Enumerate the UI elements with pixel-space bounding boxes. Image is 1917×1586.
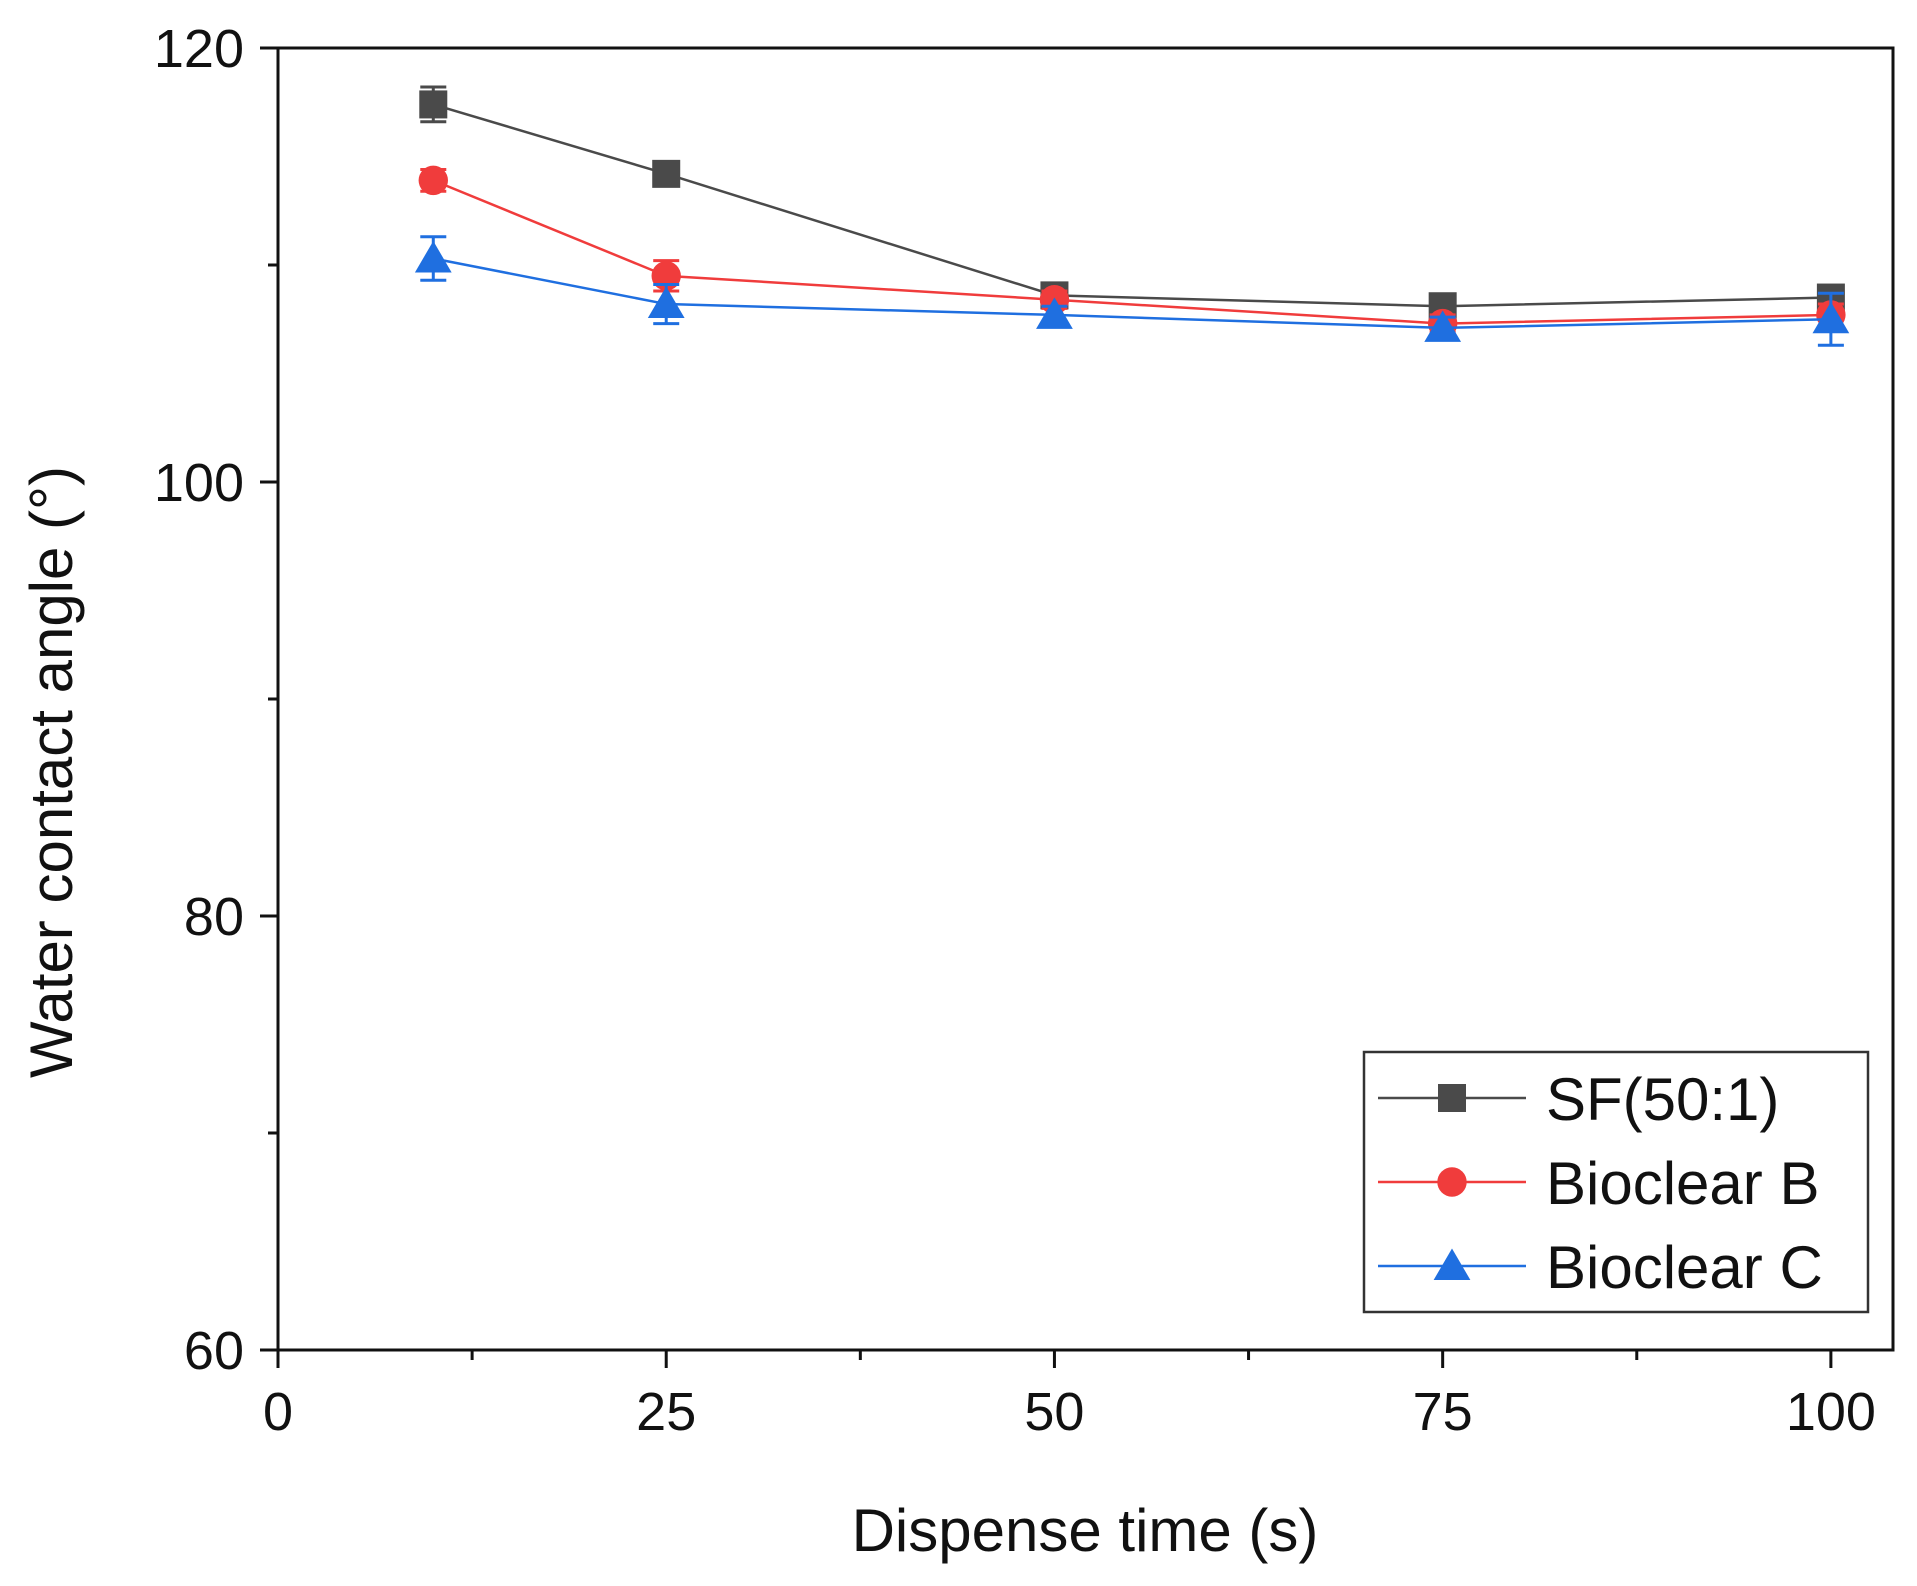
legend-entry: Bioclear B — [1378, 1150, 1819, 1217]
data-point — [1812, 301, 1850, 334]
legend: SF(50:1) Bioclear B Bioclear C — [1362, 1050, 1870, 1314]
series-line — [432, 103, 1831, 308]
x-tick-label: 100 — [1786, 1382, 1876, 1442]
legend-entry: Bioclear C — [1378, 1234, 1823, 1301]
x-tick-label: 50 — [1024, 1382, 1084, 1442]
data-point — [419, 90, 448, 119]
y-tick-label: 100 — [154, 453, 244, 513]
x-tick-label: 0 — [263, 1382, 293, 1442]
legend-marker — [1437, 1167, 1467, 1197]
legend-label: Bioclear C — [1546, 1234, 1823, 1301]
data-point — [1424, 310, 1462, 342]
y-tick-label: 60 — [184, 1321, 244, 1381]
legend-entry: SF(50:1) — [1378, 1066, 1779, 1133]
x-tick-label: 75 — [1413, 1382, 1473, 1442]
data-point — [418, 165, 448, 196]
series-line — [433, 257, 1831, 330]
y-tick-label: 80 — [184, 887, 244, 947]
series-triangle — [414, 235, 1850, 347]
data-point — [1036, 297, 1073, 329]
data-point — [647, 286, 685, 319]
series-square — [419, 85, 1845, 321]
x-tick-label: 25 — [636, 1382, 696, 1442]
legend-marker — [1433, 1248, 1471, 1280]
series-circle — [418, 165, 1846, 339]
y-axis-label: Water contact angle (°) — [18, 466, 85, 1078]
x-axis-label: Dispense time (s) — [852, 1497, 1319, 1564]
y-tick-label: 120 — [154, 19, 244, 79]
data-point — [414, 240, 452, 273]
legend-label: SF(50:1) — [1546, 1066, 1779, 1133]
legend-label: Bioclear B — [1546, 1150, 1819, 1217]
data-point — [652, 159, 681, 188]
legend-marker — [1438, 1084, 1466, 1112]
